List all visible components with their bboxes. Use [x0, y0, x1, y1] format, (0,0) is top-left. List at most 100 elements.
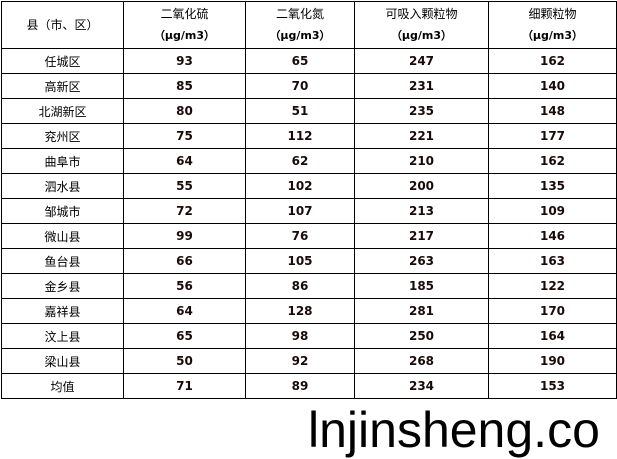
value-cell: 75 — [123, 123, 246, 149]
value-cell: 64 — [123, 298, 246, 324]
value-cell: 64 — [123, 148, 246, 174]
header-label: 可吸入颗粒物 — [385, 7, 458, 21]
value-cell: 221 — [354, 123, 489, 149]
value-cell: 107 — [245, 198, 355, 224]
table-row: 泗水县 55 102 200 135 — [1, 173, 617, 199]
header-unit: （μg/m3） — [269, 29, 331, 42]
value-cell: 153 — [488, 373, 617, 399]
header-pm10: 可吸入颗粒物 （μg/m3） — [354, 1, 489, 49]
value-cell: 162 — [488, 148, 617, 174]
value-cell: 162 — [488, 48, 617, 74]
county-cell: 微山县 — [1, 223, 124, 249]
table-row: 梁山县 50 92 268 190 — [1, 348, 617, 374]
value-cell: 85 — [123, 73, 246, 99]
value-cell: 164 — [488, 323, 617, 349]
value-cell: 185 — [354, 273, 489, 299]
county-cell: 鱼台县 — [1, 248, 124, 274]
header-unit: （μg/m3） — [153, 29, 216, 42]
table-row: 嘉祥县 64 128 281 170 — [1, 298, 617, 324]
table-row: 邹城市 72 107 213 109 — [1, 198, 617, 224]
value-cell: 177 — [488, 123, 617, 149]
value-cell: 140 — [488, 73, 617, 99]
value-cell: 98 — [245, 323, 355, 349]
value-cell: 102 — [245, 173, 355, 199]
value-cell: 50 — [123, 348, 246, 374]
table-row: 曲阜市 64 62 210 162 — [1, 148, 617, 174]
table-row: 金乡县 56 86 185 122 — [1, 273, 617, 299]
table-row: 兖州区 75 112 221 177 — [1, 123, 617, 149]
value-cell: 200 — [354, 173, 489, 199]
value-cell: 170 — [488, 298, 617, 324]
value-cell: 93 — [123, 48, 246, 74]
value-cell: 268 — [354, 348, 489, 374]
value-cell: 72 — [123, 198, 246, 224]
value-cell: 281 — [354, 298, 489, 324]
value-cell: 247 — [354, 48, 489, 74]
header-row: 县（市、区） 二氧化硫 （μg/m3） 二氧化氮 （μg/m3） 可吸入颗粒物 （μg… — [1, 1, 617, 49]
value-cell: 56 — [123, 273, 246, 299]
value-cell: 76 — [245, 223, 355, 249]
value-cell: 210 — [354, 148, 489, 174]
value-cell: 231 — [354, 73, 489, 99]
table-row: 北湖新区 80 51 235 148 — [1, 98, 617, 124]
county-cell: 高新区 — [1, 73, 124, 99]
watermark: lnjinsheng.co — [308, 402, 600, 458]
value-cell: 163 — [488, 248, 617, 274]
value-cell: 65 — [123, 323, 246, 349]
county-cell: 均值 — [1, 373, 124, 399]
value-cell: 128 — [245, 298, 355, 324]
value-cell: 105 — [245, 248, 355, 274]
value-cell: 213 — [354, 198, 489, 224]
value-cell: 122 — [488, 273, 617, 299]
value-cell: 146 — [488, 223, 617, 249]
table-row: 任城区 93 65 247 162 — [1, 48, 617, 74]
value-cell: 112 — [245, 123, 355, 149]
table-row: 微山县 99 76 217 146 — [1, 223, 617, 249]
value-cell: 234 — [354, 373, 489, 399]
value-cell: 217 — [354, 223, 489, 249]
value-cell: 71 — [123, 373, 246, 399]
header-so2: 二氧化硫 （μg/m3） — [123, 1, 246, 49]
header-unit: （μg/m3） — [521, 29, 584, 42]
header-label: 二氧化硫 — [160, 7, 209, 21]
county-cell: 嘉祥县 — [1, 298, 124, 324]
table-row: 均值 71 89 234 153 — [1, 373, 617, 399]
county-cell: 汶上县 — [1, 323, 124, 349]
value-cell: 263 — [354, 248, 489, 274]
value-cell: 51 — [245, 98, 355, 124]
header-pm25: 细颗粒物 （μg/m3） — [488, 1, 617, 49]
value-cell: 70 — [245, 73, 355, 99]
table-row: 鱼台县 66 105 263 163 — [1, 248, 617, 274]
county-cell: 梁山县 — [1, 348, 124, 374]
header-county: 县（市、区） — [1, 1, 124, 49]
county-cell: 曲阜市 — [1, 148, 124, 174]
table-row: 高新区 85 70 231 140 — [1, 73, 617, 99]
value-cell: 89 — [245, 373, 355, 399]
value-cell: 92 — [245, 348, 355, 374]
value-cell: 80 — [123, 98, 246, 124]
county-cell: 任城区 — [1, 48, 124, 74]
county-cell: 兖州区 — [1, 123, 124, 149]
value-cell: 62 — [245, 148, 355, 174]
header-unit: （μg/m3） — [390, 29, 453, 42]
value-cell: 99 — [123, 223, 246, 249]
value-cell: 235 — [354, 98, 489, 124]
header-label: 细颗粒物 — [528, 7, 577, 21]
value-cell: 148 — [488, 98, 617, 124]
value-cell: 66 — [123, 248, 246, 274]
table-row: 汶上县 65 98 250 164 — [1, 323, 617, 349]
county-cell: 金乡县 — [1, 273, 124, 299]
header-no2: 二氧化氮 （μg/m3） — [245, 1, 355, 49]
header-label: 二氧化氮 — [275, 7, 324, 21]
county-cell: 邹城市 — [1, 198, 124, 224]
county-cell: 泗水县 — [1, 173, 124, 199]
value-cell: 65 — [245, 48, 355, 74]
value-cell: 86 — [245, 273, 355, 299]
county-cell: 北湖新区 — [1, 98, 124, 124]
value-cell: 55 — [123, 173, 246, 199]
value-cell: 250 — [354, 323, 489, 349]
value-cell: 109 — [488, 198, 617, 224]
air-quality-table: 县（市、区） 二氧化硫 （μg/m3） 二氧化氮 （μg/m3） 可吸入颗粒物 （μg… — [1, 1, 617, 399]
value-cell: 190 — [488, 348, 617, 374]
header-label: 县（市、区） — [26, 18, 99, 32]
